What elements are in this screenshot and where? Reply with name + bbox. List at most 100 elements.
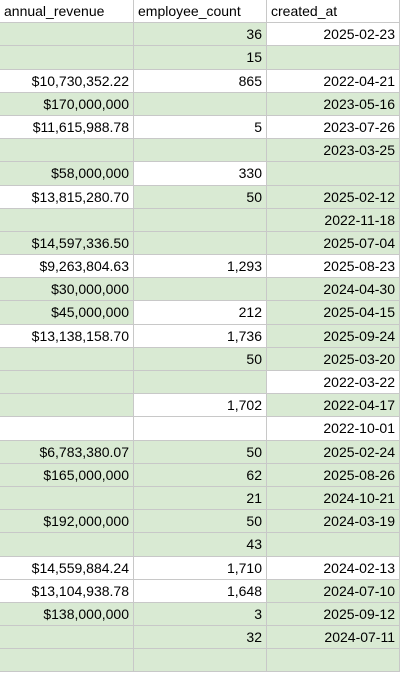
annual-revenue-cell[interactable]: [0, 23, 134, 47]
annual-revenue-cell[interactable]: $30,000,000: [0, 278, 134, 302]
annual-revenue-cell[interactable]: $14,559,884.24: [0, 556, 134, 580]
employee-count-cell[interactable]: 36: [134, 23, 267, 47]
annual-revenue-cell[interactable]: [0, 394, 134, 418]
created-at-cell[interactable]: 2023-07-26: [267, 115, 400, 140]
employee-count-cell[interactable]: 15: [134, 46, 267, 70]
created-at-cell[interactable]: 2024-03-19: [267, 510, 400, 534]
table-row: 2022-11-18: [0, 208, 401, 232]
annual-revenue-cell[interactable]: [0, 417, 134, 441]
table-row: 2022-10-01: [0, 417, 401, 441]
created-at-cell[interactable]: [267, 162, 400, 186]
created-at-cell[interactable]: 2025-04-15: [267, 301, 400, 325]
annual-revenue-cell[interactable]: $165,000,000: [0, 463, 134, 487]
employee-count-cell[interactable]: [134, 208, 267, 232]
header-employee-count[interactable]: employee_count: [134, 0, 267, 24]
table-row: $6,783,380.07 50 2025-02-24: [0, 440, 401, 464]
employee-count-cell[interactable]: 5: [134, 115, 267, 140]
created-at-cell[interactable]: 2022-11-18: [267, 208, 400, 232]
annual-revenue-cell[interactable]: $6,783,380.07: [0, 440, 134, 464]
employee-count-cell[interactable]: 32: [134, 626, 267, 650]
table-body: 36 2025-02-23 15 $10,730,352.22 865 2022-04-2…: [0, 23, 401, 673]
annual-revenue-cell[interactable]: $13,104,938.78: [0, 579, 134, 603]
annual-revenue-cell[interactable]: [0, 371, 134, 395]
employee-count-cell[interactable]: 43: [134, 533, 267, 557]
table-row: $9,263,804.63 1,293 2025-08-23: [0, 255, 401, 279]
created-at-cell[interactable]: 2024-07-11: [267, 626, 400, 650]
table-row: $58,000,000 330: [0, 162, 401, 186]
employee-count-cell[interactable]: [134, 417, 267, 441]
created-at-cell[interactable]: [267, 46, 400, 70]
annual-revenue-cell[interactable]: $10,730,352.22: [0, 69, 134, 93]
annual-revenue-cell[interactable]: $192,000,000: [0, 510, 134, 534]
employee-count-cell[interactable]: 1,710: [134, 556, 267, 580]
annual-revenue-cell[interactable]: $14,597,336.50: [0, 231, 134, 256]
created-at-cell[interactable]: 2022-10-01: [267, 417, 400, 441]
annual-revenue-cell[interactable]: $13,815,280.70: [0, 185, 134, 209]
annual-revenue-cell[interactable]: $45,000,000: [0, 301, 134, 325]
table-row: 50 2025-03-20: [0, 347, 401, 371]
annual-revenue-cell[interactable]: $9,263,804.63: [0, 255, 134, 279]
created-at-cell[interactable]: 2025-07-04: [267, 231, 400, 256]
annual-revenue-cell[interactable]: $13,138,158.70: [0, 324, 134, 348]
header-row: annual_revenue employee_count created_at: [0, 0, 401, 24]
employee-count-cell[interactable]: 1,702: [134, 394, 267, 418]
created-at-cell[interactable]: 2023-03-25: [267, 139, 400, 163]
employee-count-cell[interactable]: 1,293: [134, 255, 267, 279]
annual-revenue-cell[interactable]: [0, 626, 134, 650]
employee-count-cell[interactable]: 3: [134, 602, 267, 627]
employee-count-cell[interactable]: [134, 278, 267, 302]
created-at-cell[interactable]: [267, 649, 400, 673]
table-row: 43: [0, 533, 401, 557]
created-at-cell[interactable]: 2022-04-21: [267, 69, 400, 93]
created-at-cell[interactable]: 2025-08-26: [267, 463, 400, 487]
employee-count-cell[interactable]: [134, 139, 267, 163]
created-at-cell[interactable]: 2025-08-23: [267, 255, 400, 279]
employee-count-cell[interactable]: [134, 231, 267, 256]
header-annual-revenue[interactable]: annual_revenue: [0, 0, 134, 24]
employee-count-cell[interactable]: 50: [134, 440, 267, 464]
annual-revenue-cell[interactable]: $138,000,000: [0, 602, 134, 627]
created-at-cell[interactable]: 2025-09-12: [267, 602, 400, 627]
created-at-cell[interactable]: 2025-02-12: [267, 185, 400, 209]
created-at-cell[interactable]: 2022-03-22: [267, 371, 400, 395]
table-row: 15: [0, 46, 401, 70]
employee-count-cell[interactable]: 50: [134, 510, 267, 534]
employee-count-cell[interactable]: [134, 92, 267, 116]
created-at-cell[interactable]: 2025-02-24: [267, 440, 400, 464]
annual-revenue-cell[interactable]: [0, 208, 134, 232]
header-created-at[interactable]: created_at: [267, 0, 400, 24]
created-at-cell[interactable]: [267, 533, 400, 557]
employee-count-cell[interactable]: 330: [134, 162, 267, 186]
annual-revenue-cell[interactable]: [0, 649, 134, 673]
employee-count-cell[interactable]: [134, 649, 267, 673]
created-at-cell[interactable]: 2022-04-17: [267, 394, 400, 418]
employee-count-cell[interactable]: [134, 371, 267, 395]
created-at-cell[interactable]: 2024-04-30: [267, 278, 400, 302]
created-at-cell[interactable]: 2025-03-20: [267, 347, 400, 371]
annual-revenue-cell[interactable]: $170,000,000: [0, 92, 134, 116]
employee-count-cell[interactable]: 50: [134, 185, 267, 209]
table-row: 2022-03-22: [0, 371, 401, 395]
created-at-cell[interactable]: 2025-09-24: [267, 324, 400, 348]
employee-count-cell[interactable]: 1,736: [134, 324, 267, 348]
employee-count-cell[interactable]: 212: [134, 301, 267, 325]
employee-count-cell[interactable]: 62: [134, 463, 267, 487]
annual-revenue-cell[interactable]: [0, 139, 134, 163]
employee-count-cell[interactable]: 50: [134, 347, 267, 371]
annual-revenue-cell[interactable]: [0, 46, 134, 70]
table-row: $10,730,352.22 865 2022-04-21: [0, 69, 401, 93]
created-at-cell[interactable]: 2023-05-16: [267, 92, 400, 116]
annual-revenue-cell[interactable]: [0, 347, 134, 371]
created-at-cell[interactable]: 2025-02-23: [267, 23, 400, 47]
annual-revenue-cell[interactable]: $11,615,988.78: [0, 115, 134, 140]
table-row: $14,597,336.50 2025-07-04: [0, 231, 401, 256]
annual-revenue-cell[interactable]: [0, 533, 134, 557]
created-at-cell[interactable]: 2024-02-13: [267, 556, 400, 580]
annual-revenue-cell[interactable]: $58,000,000: [0, 162, 134, 186]
employee-count-cell[interactable]: 21: [134, 486, 267, 511]
employee-count-cell[interactable]: 865: [134, 69, 267, 93]
created-at-cell[interactable]: 2024-07-10: [267, 579, 400, 603]
annual-revenue-cell[interactable]: [0, 486, 134, 511]
created-at-cell[interactable]: 2024-10-21: [267, 486, 400, 511]
employee-count-cell[interactable]: 1,648: [134, 579, 267, 603]
